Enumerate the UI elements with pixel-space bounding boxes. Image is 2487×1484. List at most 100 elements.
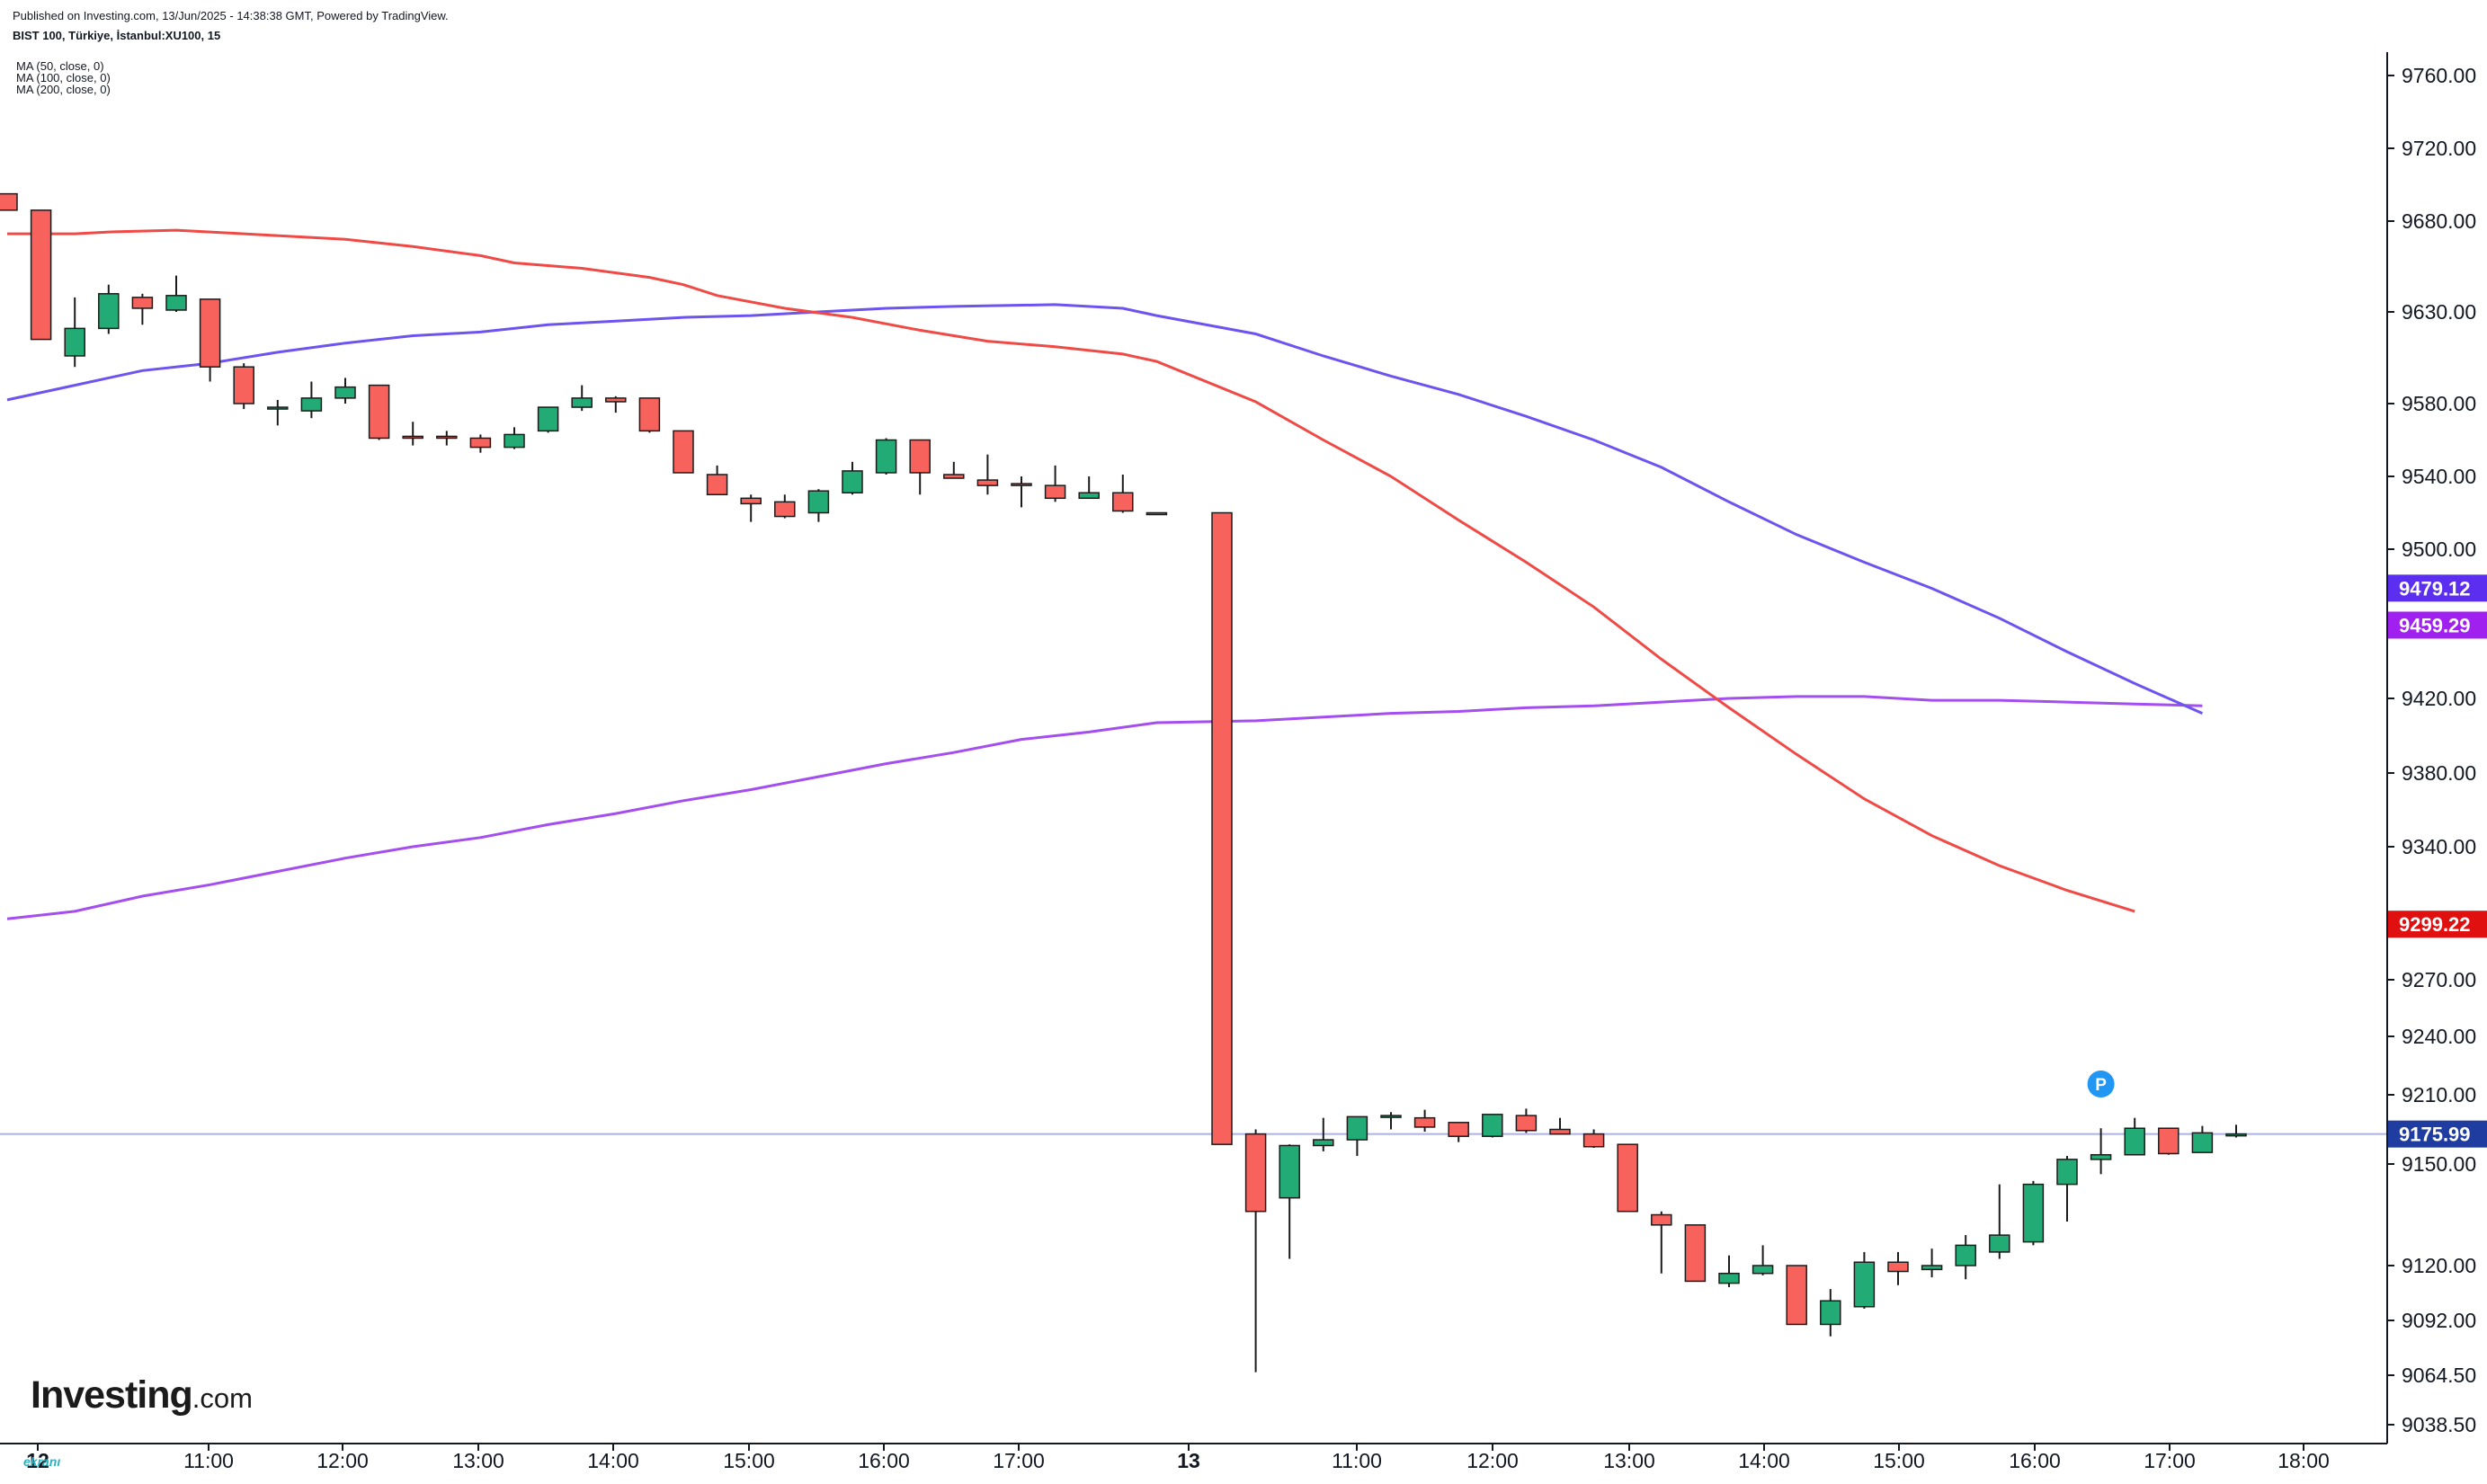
y-tick-label: 9540.00: [2402, 465, 2476, 488]
x-tick-label: 17:00: [2144, 1449, 2196, 1472]
candle: [0, 192, 18, 211]
published-line: Published on Investing.com, 13/Jun/2025 …: [13, 9, 449, 22]
x-tick-label: 14:00: [587, 1449, 639, 1472]
candle-body: [1078, 492, 1100, 500]
candle: [1989, 1184, 2010, 1259]
candle-body: [807, 490, 830, 514]
x-tick-label: 17:00: [993, 1449, 1045, 1472]
candle: [368, 384, 390, 440]
candle: [673, 430, 694, 474]
candle: [875, 438, 897, 475]
candle: [2225, 1124, 2247, 1138]
candle-body: [1752, 1265, 1774, 1275]
candle: [267, 399, 289, 426]
candle-body: [2225, 1133, 2247, 1137]
candle: [30, 209, 52, 341]
candle-body: [774, 501, 796, 518]
candle-body: [1651, 1213, 1672, 1226]
candle: [165, 275, 187, 312]
x-tick-label: 16:00: [2009, 1449, 2061, 1472]
candle-body: [1244, 1133, 1267, 1213]
price-badge: [2388, 611, 2487, 639]
candle: [2022, 1180, 2045, 1246]
marker-label: P: [2095, 1076, 2107, 1095]
candle: [1078, 476, 1100, 500]
y-tick-label: 9038.50: [2402, 1413, 2476, 1436]
price-badge-label: 9299.22: [2399, 913, 2471, 936]
candle-body: [706, 474, 728, 495]
candle-body: [1044, 484, 1066, 500]
price-badge: [2388, 574, 2487, 602]
candle-body: [2022, 1183, 2045, 1243]
candle: [1244, 1129, 1267, 1373]
candle: [1211, 511, 1233, 1145]
y-tick-label: 9500.00: [2402, 538, 2476, 561]
candle: [909, 439, 931, 495]
candle-body: [2158, 1127, 2179, 1155]
candle-body: [571, 397, 593, 408]
x-tick-label: 13:00: [1603, 1449, 1655, 1472]
candle: [1853, 1251, 1876, 1309]
candle-body: [2090, 1153, 2112, 1160]
logo-suffix: .com: [192, 1382, 253, 1414]
candle-body: [2056, 1159, 2078, 1186]
candle-body: [1617, 1143, 1638, 1213]
corner-watermark: ekranı: [23, 1454, 61, 1469]
candle: [2090, 1128, 2112, 1175]
moving-averages: [6, 228, 2204, 920]
candle: [1887, 1251, 1909, 1285]
candle: [1820, 1289, 1841, 1337]
candle-body: [1211, 511, 1233, 1145]
candle-body: [875, 439, 897, 474]
candle-body: [2124, 1127, 2145, 1156]
candle: [943, 461, 965, 479]
x-tick-label: 13:00: [452, 1449, 504, 1472]
candle: [2124, 1117, 2145, 1156]
candle-body: [1582, 1133, 1605, 1148]
candle-body: [1279, 1144, 1300, 1199]
candle-body: [943, 474, 965, 479]
logo-brand: Investing: [31, 1373, 193, 1417]
candle-body: [673, 430, 694, 474]
candle: [1346, 1115, 1368, 1157]
ma100-legend: MA (100, close, 0): [16, 71, 111, 84]
y-tick-label: 9064.50: [2402, 1364, 2476, 1387]
candle-body: [1448, 1122, 1469, 1137]
candle: [1955, 1235, 1976, 1280]
candle-body: [267, 406, 289, 410]
candle-body: [1955, 1244, 1976, 1266]
x-tick-label: 15:00: [723, 1449, 775, 1472]
candle: [1549, 1117, 1571, 1135]
candle: [571, 385, 593, 412]
candle-body: [165, 295, 187, 311]
candle-body: [469, 437, 492, 449]
y-tick-label: 9420.00: [2402, 687, 2476, 710]
candle: [199, 298, 221, 382]
candle: [98, 284, 120, 334]
candle: [1413, 1109, 1436, 1133]
candle: [1752, 1245, 1774, 1275]
x-tick-label: 11:00: [183, 1449, 234, 1472]
candle: [1145, 511, 1168, 516]
candle: [605, 395, 627, 413]
candle: [842, 461, 863, 495]
y-tick-label: 9380.00: [2402, 761, 2476, 785]
y-tick-label: 9120.00: [2402, 1254, 2476, 1277]
price-badge-label: 9479.12: [2399, 577, 2471, 600]
candle-body: [1786, 1265, 1807, 1326]
candle: [1112, 474, 1134, 513]
candle-body: [300, 397, 323, 412]
candle-body: [98, 293, 120, 330]
candle-body: [1112, 492, 1134, 512]
candle: [1617, 1143, 1638, 1213]
candle-body: [30, 209, 52, 341]
candle-body: [368, 384, 390, 440]
y-tick-label: 9680.00: [2402, 209, 2476, 233]
candle: [1515, 1108, 1538, 1133]
y-tick-label: 9760.00: [2402, 64, 2476, 87]
candle: [1313, 1117, 1334, 1151]
candle-body: [1549, 1128, 1571, 1135]
y-tick-label: 9580.00: [2402, 392, 2476, 415]
candle: [402, 422, 423, 446]
candle-body: [0, 192, 18, 211]
